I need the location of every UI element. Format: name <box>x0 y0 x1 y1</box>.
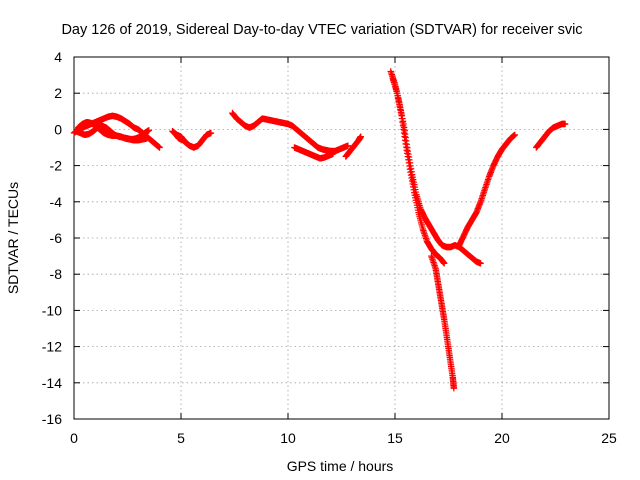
x-tick-label: 20 <box>494 430 510 446</box>
y-axis-label: SDTVAR / TECUs <box>5 182 21 294</box>
data-point-arc-13 <box>561 120 569 128</box>
y-tick-label: -6 <box>50 230 63 246</box>
y-tick-label: -14 <box>42 375 62 391</box>
data-point-arc-12 <box>511 131 519 139</box>
x-tick-label: 15 <box>387 430 403 446</box>
y-tick-label: 4 <box>54 49 62 65</box>
chart-title: Day 126 of 2019, Sidereal Day-to-day VTE… <box>61 22 582 38</box>
y-tick-label: 0 <box>54 121 62 137</box>
y-tick-label: -8 <box>50 266 63 282</box>
x-tick-label: 5 <box>177 430 185 446</box>
data-point-arc-6 <box>344 142 352 149</box>
data-point-arc-7 <box>329 150 337 158</box>
data-point-arc-8 <box>357 133 364 140</box>
y-tick-label: -16 <box>42 411 62 427</box>
data-point-arc-3 <box>143 135 150 142</box>
y-tick-label: 2 <box>54 85 62 101</box>
data-point-arc-2 <box>145 127 153 134</box>
y-tick-label: -2 <box>50 158 63 174</box>
y-tick-label: -12 <box>42 339 62 355</box>
data-markers <box>70 68 569 392</box>
data-point-arc-11 <box>450 385 458 392</box>
data-point-arc-9 <box>477 260 484 267</box>
data-point-arc-4 <box>207 129 215 137</box>
data-point-arc-1 <box>156 144 163 151</box>
x-axis-label: GPS time / hours <box>287 458 394 474</box>
data-point-arc-10 <box>441 260 448 267</box>
x-tick-label: 0 <box>70 430 78 446</box>
data-point-arc-5 <box>184 140 191 148</box>
grid <box>74 57 609 419</box>
x-tick-label: 10 <box>280 430 296 446</box>
y-tick-label: -10 <box>42 302 62 318</box>
x-tick-label: 25 <box>601 430 617 446</box>
y-tick-label: -4 <box>50 194 63 210</box>
